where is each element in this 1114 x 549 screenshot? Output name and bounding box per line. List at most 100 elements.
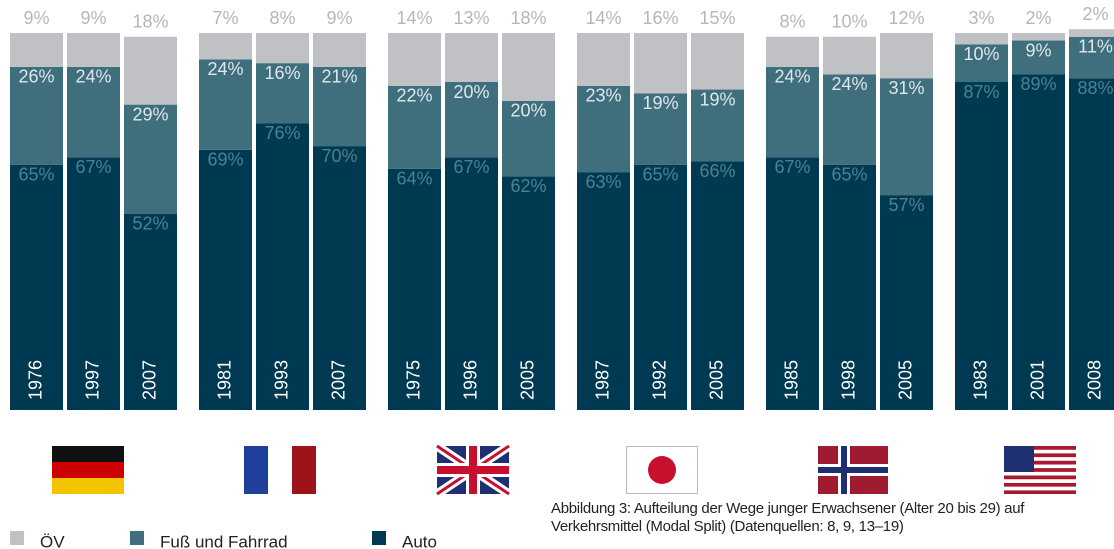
value-label: 70% [321, 146, 357, 166]
bar-segment [1069, 36, 1114, 79]
bar-segment [313, 146, 366, 410]
bar-segment [955, 82, 1008, 410]
bar-segment [10, 66, 63, 165]
bar-segment [880, 78, 933, 196]
bar-segment [577, 172, 630, 410]
value-label: 9% [326, 8, 352, 28]
flag-norway [818, 446, 888, 494]
bar-segment [823, 164, 876, 410]
bar-segment [880, 33, 933, 79]
bar-segment [955, 44, 1008, 83]
flag-france [244, 446, 316, 494]
value-label: 67% [75, 157, 111, 177]
value-label: 19% [642, 93, 678, 113]
bar-segment [445, 82, 498, 158]
bar-segment [388, 85, 441, 169]
bar-segment [67, 33, 120, 67]
bar-segment [10, 33, 63, 67]
value-label: 65% [831, 165, 867, 185]
x-tick-label: 2007 [328, 360, 348, 400]
flag-uk [434, 442, 512, 498]
bar-segment [634, 93, 687, 165]
bar-segment [199, 149, 252, 410]
x-tick-label: 2005 [517, 360, 537, 400]
value-label: 63% [585, 172, 621, 192]
bar-segment [766, 66, 819, 158]
value-label: 9% [80, 8, 106, 28]
value-label: 20% [510, 101, 546, 121]
bar-segment [124, 104, 177, 214]
flags [52, 442, 1076, 498]
bar-segment [823, 36, 876, 75]
bar-segment [577, 33, 630, 86]
bar-segment [124, 213, 177, 410]
bar-segment [502, 33, 555, 101]
bar-segment [1012, 40, 1065, 75]
value-label: 2% [1025, 8, 1051, 28]
x-tick-label: 1997 [82, 360, 102, 400]
flag-usa [1004, 446, 1076, 495]
value-label: 18% [510, 8, 546, 28]
caption: Abbildung 3: Aufteilung der Wege junger … [551, 500, 1025, 535]
value-label: 14% [585, 8, 621, 28]
bar-segment [1012, 33, 1065, 41]
bar-segment [766, 157, 819, 410]
x-tick-label: 2005 [706, 360, 726, 400]
bar-segment [67, 66, 120, 158]
flag-japan [626, 446, 698, 494]
value-label: 13% [453, 8, 489, 28]
bar-segment [823, 74, 876, 165]
value-label: 15% [699, 8, 735, 28]
value-label: 2% [1082, 4, 1108, 24]
legend-swatch [10, 531, 24, 545]
value-label: 16% [264, 63, 300, 83]
bar-segment [766, 36, 819, 67]
value-label: 12% [888, 8, 924, 28]
x-tick-label: 2007 [139, 360, 159, 400]
bar-segment [199, 59, 252, 150]
legend-swatch [372, 531, 386, 545]
value-label: 22% [396, 86, 432, 106]
value-label: 24% [207, 59, 243, 79]
value-label: 89% [1020, 74, 1056, 94]
bar-segment [1012, 74, 1065, 410]
bar-segment [634, 33, 687, 94]
value-label: 14% [396, 8, 432, 28]
x-tick-label: 1993 [271, 360, 291, 400]
bar-segment [502, 176, 555, 410]
value-label: 52% [132, 214, 168, 234]
value-label: 67% [453, 157, 489, 177]
bar-segment [691, 33, 744, 90]
bar-segment [313, 33, 366, 67]
x-tick-label: 1981 [214, 360, 234, 400]
value-label: 24% [75, 67, 111, 87]
x-tick-label: 1992 [649, 360, 669, 400]
value-label: 16% [642, 8, 678, 28]
bar-segment [577, 85, 630, 173]
legend-label: Auto [402, 532, 437, 549]
bar-segment [10, 164, 63, 410]
bar-segment [445, 157, 498, 410]
value-label: 3% [968, 8, 994, 28]
legend-label: Fuß und Fahrrad [160, 532, 288, 549]
value-label: 69% [207, 150, 243, 170]
legend-label: ÖV [40, 532, 65, 549]
value-label: 9% [23, 8, 49, 28]
flag-germany [52, 446, 124, 494]
bar-segment [502, 100, 555, 177]
x-tick-label: 2001 [1027, 360, 1047, 400]
bar-segment [199, 33, 252, 60]
value-label: 21% [321, 67, 357, 87]
value-label: 20% [453, 82, 489, 102]
value-label: 8% [269, 8, 295, 28]
value-label: 7% [212, 8, 238, 28]
bar-segment [256, 33, 309, 64]
bar-segment [955, 33, 1008, 45]
value-label: 24% [831, 74, 867, 94]
value-label: 88% [1077, 78, 1113, 98]
value-label: 10% [831, 12, 867, 32]
bar-segment [880, 195, 933, 410]
value-label: 29% [132, 104, 168, 124]
